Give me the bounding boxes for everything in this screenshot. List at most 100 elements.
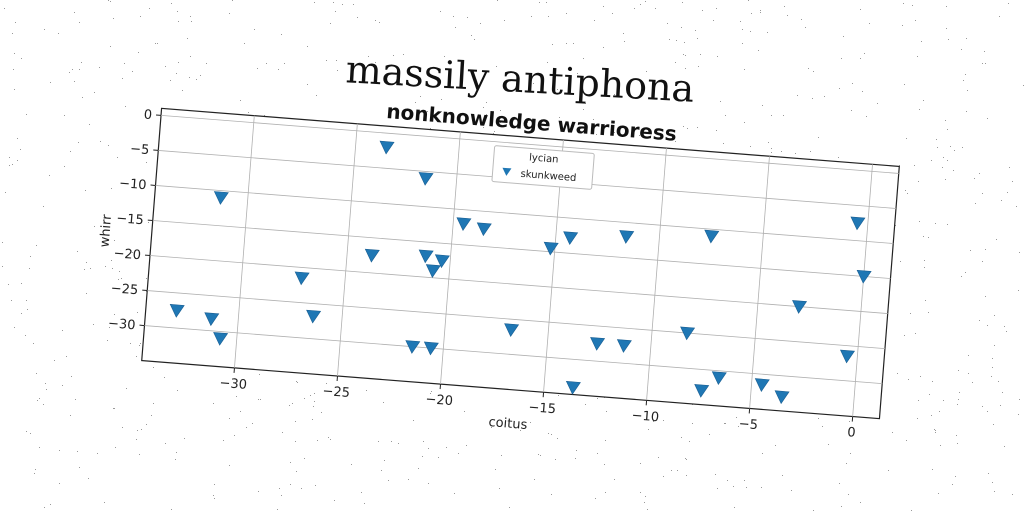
noise-speck <box>177 11 178 12</box>
noise-speck <box>281 34 282 35</box>
noise-speck <box>342 4 343 5</box>
noise-speck <box>640 4 641 5</box>
noise-speck <box>952 484 953 485</box>
noise-speck <box>762 105 763 106</box>
noise-speck <box>758 50 759 51</box>
noise-speck <box>750 146 751 147</box>
noise-speck <box>783 115 784 116</box>
noise-speck <box>671 470 672 471</box>
noise-speck <box>138 52 139 53</box>
noise-speck <box>614 94 615 95</box>
noise-speck <box>112 268 113 269</box>
noise-speck <box>213 495 214 496</box>
noise-speck <box>45 383 46 384</box>
noise-speck <box>178 21 179 22</box>
noise-speck <box>5 192 6 193</box>
noise-speck <box>458 453 459 454</box>
noise-speck <box>504 20 505 21</box>
noise-speck <box>839 88 840 89</box>
noise-speck <box>750 31 751 32</box>
legend-title: lycian <box>529 152 559 165</box>
noise-speck <box>35 469 36 470</box>
noise-speck <box>689 441 690 442</box>
noise-speck <box>13 69 14 70</box>
y-tick-label: −30 <box>107 316 136 333</box>
noise-speck <box>1019 252 1020 253</box>
noise-speck <box>979 320 980 321</box>
noise-speck <box>965 74 966 75</box>
noise-speck <box>1008 3 1009 4</box>
noise-speck <box>818 137 819 138</box>
noise-speck <box>645 496 646 497</box>
noise-speck <box>709 434 710 435</box>
noise-speck <box>132 252 133 253</box>
noise-speck <box>467 17 468 18</box>
noise-speck <box>946 6 947 7</box>
noise-speck <box>12 33 13 34</box>
noise-speck <box>888 470 889 471</box>
noise-speck <box>935 430 936 431</box>
noise-speck <box>1001 200 1002 201</box>
noise-speck <box>290 484 291 485</box>
noise-speck <box>236 396 237 397</box>
noise-speck <box>486 114 487 115</box>
noise-speck <box>408 479 409 480</box>
plot-area <box>141 107 900 420</box>
noise-speck <box>966 111 967 112</box>
noise-speck <box>438 457 439 458</box>
noise-speck <box>663 476 664 477</box>
x-tick-label: −30 <box>219 376 248 393</box>
noise-speck <box>955 476 956 477</box>
noise-speck <box>585 103 586 104</box>
noise-speck <box>15 22 16 23</box>
noise-speck <box>122 427 123 428</box>
noise-speck <box>290 462 291 463</box>
noise-speck <box>109 327 110 328</box>
noise-speck <box>422 456 423 457</box>
noise-speck <box>947 224 948 225</box>
noise-speck <box>744 480 745 481</box>
noise-speck <box>413 420 414 421</box>
noise-speck <box>985 249 986 250</box>
noise-speck <box>316 95 317 96</box>
noise-speck <box>987 118 988 119</box>
noise-speck <box>999 16 1000 17</box>
noise-speck <box>21 283 22 284</box>
noise-speck <box>937 147 938 148</box>
noise-speck <box>257 68 258 69</box>
noise-speck <box>575 458 576 459</box>
noise-speck <box>805 27 806 28</box>
noise-speck <box>921 41 922 42</box>
noise-speck <box>254 29 255 30</box>
noise-speck <box>72 69 73 70</box>
x-tick-label: −5 <box>738 417 758 433</box>
noise-speck <box>603 6 604 7</box>
noise-speck <box>428 448 429 449</box>
noise-speck <box>17 138 18 139</box>
noise-speck <box>77 251 78 252</box>
noise-speck <box>948 39 949 40</box>
noise-speck <box>648 429 649 430</box>
noise-speck <box>605 440 606 441</box>
noise-speck <box>725 423 726 424</box>
noise-speck <box>771 148 772 149</box>
legend-box <box>491 145 595 190</box>
noise-speck <box>734 507 735 508</box>
noise-speck <box>869 23 870 24</box>
noise-speck <box>178 62 179 63</box>
noise-speck <box>738 426 739 427</box>
noise-speck <box>214 498 215 499</box>
noise-speck <box>119 271 120 272</box>
noise-speck <box>982 261 983 262</box>
noise-speck <box>846 463 847 464</box>
noise-speck <box>907 193 908 194</box>
noise-speck <box>713 20 714 21</box>
noise-speck <box>538 454 539 455</box>
noise-speck <box>851 110 852 111</box>
noise-speck <box>315 485 316 486</box>
noise-speck <box>725 115 726 116</box>
noise-speck <box>634 8 635 9</box>
noise-speck <box>314 393 315 394</box>
noise-speck <box>500 110 501 111</box>
data-point <box>754 378 770 392</box>
